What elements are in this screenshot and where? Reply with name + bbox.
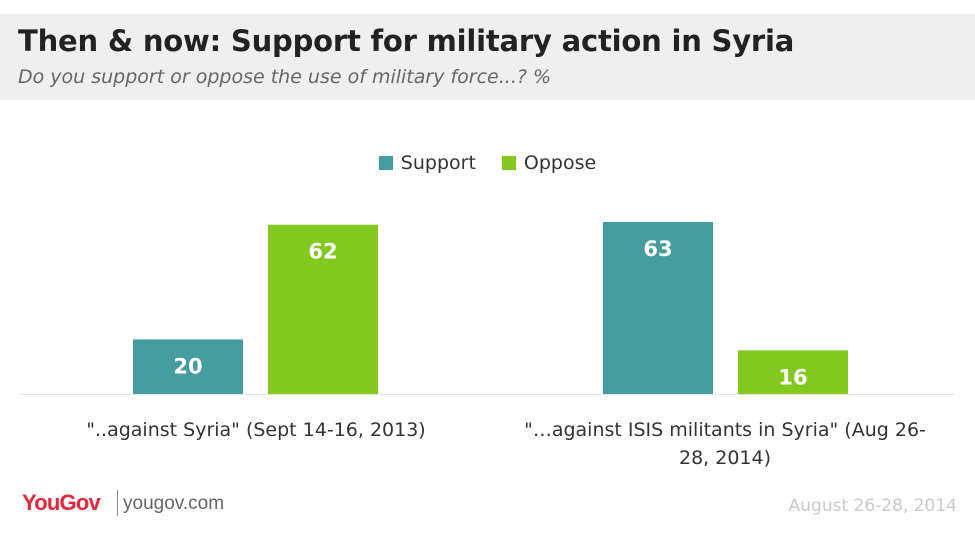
footer-date: August 26-28, 2014	[788, 496, 957, 516]
legend-label-oppose: Oppose	[523, 152, 597, 174]
footer-divider	[117, 490, 118, 516]
data-label-support-group-2: 63	[643, 237, 672, 261]
legend-label-support: Support	[400, 152, 476, 174]
yougov-logo: YouGov	[22, 490, 101, 515]
legend-item-oppose: Oppose	[501, 152, 597, 174]
data-label-oppose-group-1: 62	[308, 240, 337, 264]
legend-item-support: Support	[378, 152, 476, 174]
legend-swatch-support	[378, 156, 393, 170]
bar-oppose-group-2	[738, 350, 848, 394]
category-label-group-1: "..against Syria" (Sept 14-16, 2013)	[86, 419, 425, 441]
bar-oppose-group-1	[268, 224, 378, 394]
chart-title: Then & now: Support for military action …	[18, 24, 795, 58]
header-band: Then & now: Support for military action …	[0, 14, 975, 100]
chart-subtitle: Do you support or oppose the use of mili…	[18, 66, 552, 88]
category-label-group-2: "…against ISIS militants in Syria" (Aug …	[524, 419, 926, 469]
data-label-support-group-1: 20	[173, 354, 202, 378]
footer-site-link[interactable]: yougov.com	[123, 493, 225, 514]
bar-support-group-2	[603, 222, 713, 394]
data-label-oppose-group-2: 16	[778, 365, 807, 389]
legend-swatch-oppose	[501, 156, 516, 170]
bar-support-group-1	[133, 339, 243, 394]
legend: Support Oppose	[0, 152, 975, 174]
